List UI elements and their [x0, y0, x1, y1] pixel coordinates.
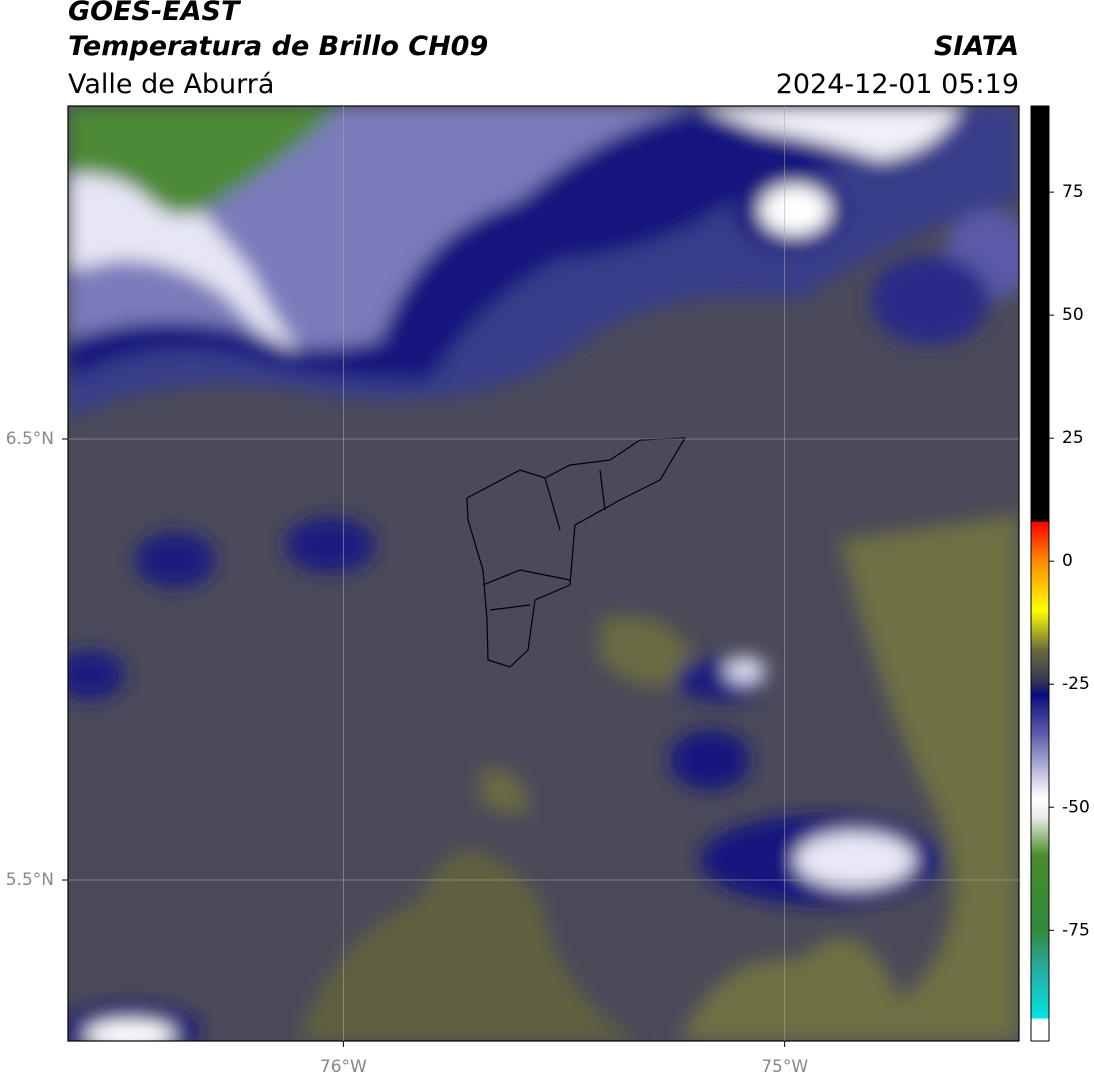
- datetime: 2024-12-01 05:19: [776, 69, 1019, 100]
- subtitle: Temperatura de Brillo CH09: [68, 31, 488, 62]
- map-frame: [67, 105, 1020, 1042]
- x-tick-label: 75°W: [761, 1057, 808, 1077]
- title: GOES-EAST: [68, 0, 242, 27]
- y-tick-label: 5.5°N: [6, 870, 54, 890]
- colorbar-tick-label: 75: [1062, 182, 1084, 202]
- colorbar-tick-label: -75: [1062, 920, 1090, 940]
- source: SIATA: [934, 31, 1019, 62]
- y-tick-label: 6.5°N: [6, 429, 54, 449]
- colorbar-tick-label: 0: [1062, 551, 1073, 571]
- region: Valle de Aburrá: [68, 69, 274, 100]
- valley-outline: [466, 437, 687, 668]
- colorbar-tick-label: 25: [1062, 428, 1084, 448]
- colorbar-tick-label: -50: [1062, 797, 1090, 817]
- colorbar: [1030, 105, 1050, 1042]
- colorbar-tick-label: 50: [1062, 305, 1084, 325]
- x-tick-label: 76°W: [320, 1057, 367, 1077]
- colorbar-tick-label: -25: [1062, 674, 1090, 694]
- satellite-image: [68, 106, 1019, 1041]
